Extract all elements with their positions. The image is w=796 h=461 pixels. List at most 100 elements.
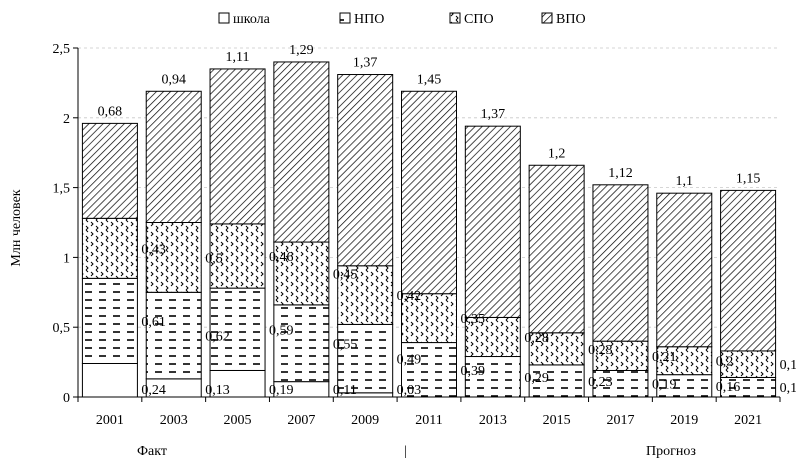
- bar-segment-ВПО-2003: [145, 90, 202, 223]
- data-label: 0,94: [161, 72, 186, 87]
- bar-segment-СПО-2017: [592, 340, 649, 371]
- legend-swatch-школа: [218, 12, 230, 24]
- data-label: 0,2: [716, 355, 734, 370]
- bar-segment-СПО-2007: [273, 241, 330, 306]
- x-tick-label: 2021: [734, 413, 762, 428]
- x-tick-label: 2019: [670, 413, 698, 428]
- bar-segment-ВПО-2009: [337, 74, 394, 267]
- data-label: 0,62: [205, 330, 230, 345]
- data-label: 1,12: [608, 166, 633, 181]
- data-label: 0,24: [141, 383, 166, 398]
- bar-segment-ВПО-2011: [401, 90, 457, 295]
- bar-segment-ВПО-2019: [656, 192, 713, 348]
- bar-segment-СПО-2003: [145, 222, 202, 293]
- bar-segment-ВПО-2015: [528, 164, 585, 334]
- bar-segment-ВПО-2013: [464, 125, 521, 318]
- bar-segment-НПО-2003: [145, 291, 202, 380]
- bar-segment-СПО-2011: [401, 293, 457, 344]
- x-tick-label: 2013: [479, 413, 507, 428]
- data-label: 1,1: [676, 174, 694, 189]
- data-label: 0,68: [98, 104, 123, 119]
- bar-segment-ВПО-2001: [81, 122, 138, 219]
- legend-swatch-НПО: [339, 12, 351, 24]
- data-label: 0,39: [461, 364, 486, 379]
- data-label: 0,19: [652, 378, 677, 393]
- y-tick-label: 0,5: [53, 321, 71, 336]
- legend-label: НПО: [354, 12, 384, 27]
- data-label: 0,23: [588, 343, 613, 358]
- data-label: 1,29: [289, 43, 314, 58]
- data-label: 0,16: [716, 380, 741, 395]
- bar-segment-НПО-2013: [464, 356, 521, 398]
- legend-swatch-ВПО: [541, 12, 553, 24]
- bar-segment-ВПО-2021: [720, 189, 777, 352]
- data-label: 0,35: [461, 312, 486, 327]
- bar-segment-НПО-2017: [592, 369, 649, 398]
- bar-segment-СПО-2005: [209, 223, 266, 289]
- bar-segment-НПО-2009: [337, 323, 394, 394]
- legend-swatch-СПО: [449, 12, 461, 24]
- bar-segment-ВПО-2005: [209, 68, 266, 225]
- data-label: 1,37: [481, 107, 506, 122]
- data-label: 1,11: [226, 50, 250, 65]
- bar-segment-школа-2001: [81, 362, 138, 398]
- y-tick-label: 0: [63, 391, 70, 406]
- x-tick-label: 2001: [96, 413, 124, 428]
- data-label: 0,19: [269, 383, 294, 398]
- x-tick-label: 2017: [606, 413, 634, 428]
- legend-label: СПО: [464, 12, 494, 27]
- fact-label: Факт: [137, 444, 167, 459]
- bar-segment-ВПО-2017: [592, 184, 649, 342]
- x-tick-label: 2015: [543, 413, 571, 428]
- x-tick-label: 2007: [287, 413, 315, 428]
- bars: [81, 61, 777, 398]
- bar-segment-НПО-2015: [528, 364, 585, 398]
- data-label: 1,2: [548, 146, 566, 161]
- data-label: 0,61: [141, 315, 166, 330]
- y-axis-label: Млн человек: [9, 189, 24, 266]
- x-tick-label: 2009: [351, 413, 379, 428]
- legend-label: школа: [233, 12, 271, 27]
- data-label: 0,59: [269, 323, 294, 338]
- bar-segment-СПО-2013: [464, 316, 521, 358]
- data-label: 0,43: [141, 242, 166, 257]
- y-tick-label: 2,5: [53, 42, 71, 57]
- data-label: 0,42: [397, 289, 422, 304]
- data-label: 0,19: [780, 358, 796, 373]
- y-tick-label: 1,5: [53, 182, 71, 197]
- data-label: 0,03: [397, 383, 422, 398]
- forecast-label: Прогноз: [646, 444, 696, 459]
- data-label: 0,46: [269, 250, 294, 265]
- data-labels: 0,24 0,61 0,43 0,68 2001 0,13 0,62 0,5 0,94 2003 0…: [96, 43, 796, 428]
- bar-segment-ВПО-2007: [273, 61, 330, 243]
- x-tick-label: 2005: [224, 413, 252, 428]
- data-label: 0,49: [397, 353, 422, 368]
- data-label: 0,13: [205, 383, 230, 398]
- data-label: 1,15: [736, 171, 761, 186]
- bar-segment-СПО-2019: [656, 346, 713, 376]
- data-label: 0,29: [524, 371, 549, 386]
- legend-label: ВПО: [556, 12, 586, 27]
- bar-segment-НПО-2007: [273, 304, 330, 383]
- data-label: 0,23: [588, 375, 613, 390]
- data-label: 0,28: [524, 331, 549, 346]
- y-tick-label: 1: [63, 251, 70, 266]
- bar-segment-СПО-2015: [528, 332, 585, 366]
- data-label: 0,5: [205, 251, 223, 266]
- period-separator: |: [404, 444, 407, 459]
- data-label: 0,21: [652, 350, 677, 365]
- data-label: 0,11: [333, 383, 357, 398]
- x-tick-label: 2003: [160, 413, 188, 428]
- x-tick-label: 2011: [415, 413, 442, 428]
- data-label: 1,45: [417, 72, 442, 87]
- bar-segment-НПО-2011: [401, 342, 457, 398]
- bar-segment-НПО-2001: [81, 277, 138, 364]
- data-label: 0,55: [333, 337, 358, 352]
- data-label: 0,14: [780, 381, 796, 396]
- bar-segment-НПО-2005: [209, 287, 266, 371]
- bar-segment-СПО-2001: [81, 217, 138, 279]
- data-label: 1,37: [353, 56, 378, 71]
- y-tick-label: 2: [63, 112, 70, 127]
- legend: школа НПО СПО ВПО: [218, 12, 586, 27]
